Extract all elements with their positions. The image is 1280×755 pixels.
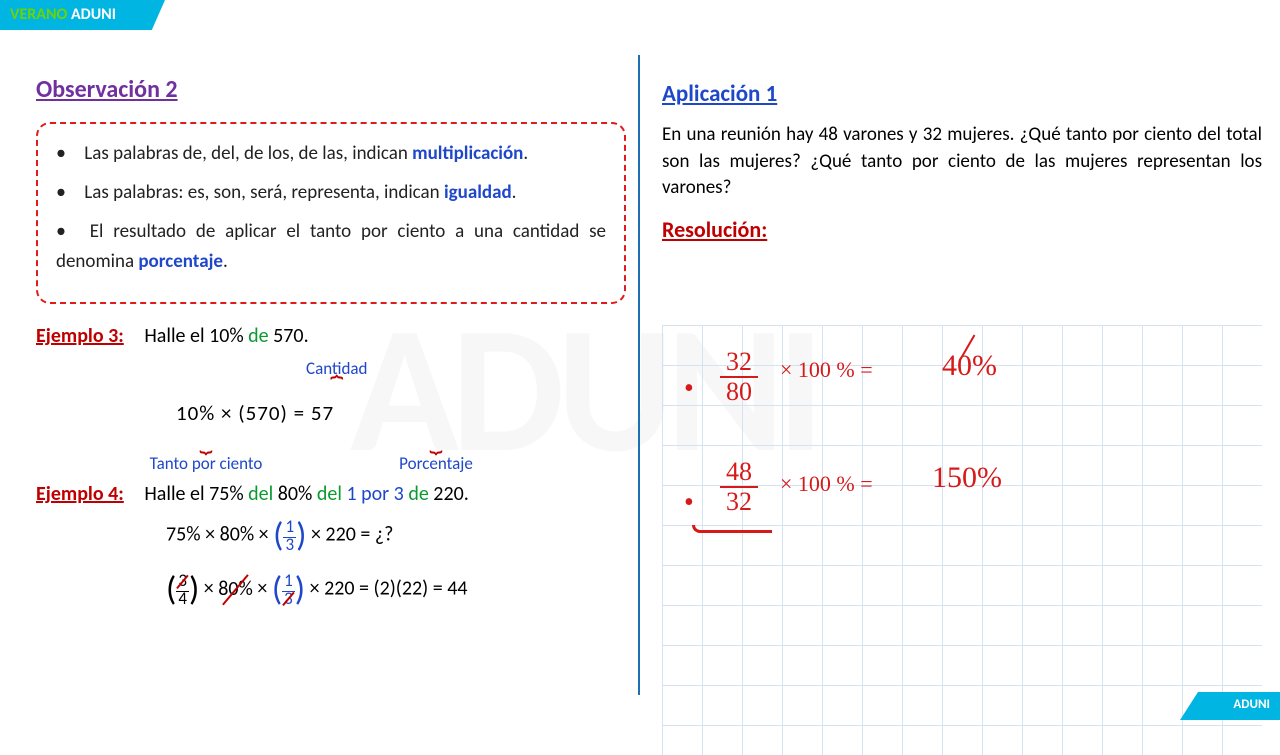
banner-top: VERANO ADUNI [0, 0, 165, 30]
ann-cantidad: Cantidad ⏞ [306, 358, 367, 400]
hw-underline [692, 525, 772, 533]
hw-ans1: 40% [942, 349, 997, 383]
resolucion-title: Resolución: [662, 216, 1262, 243]
hw-frac2: 4832 [720, 457, 758, 517]
bullet-3: El resultado de aplicar el tanto por cie… [56, 216, 606, 276]
ej4-line1: 75% × 80% × (13) × 220 = ¿? [166, 518, 626, 554]
problem-text: En una reunión hay 48 varones y 32 mujer… [662, 122, 1262, 202]
bullet-1: Las palabras de, del, de los, de las, in… [56, 138, 606, 169]
hw-bullet-2: • [684, 487, 694, 519]
left-column: Observación 2 Las palabras de, del, de l… [36, 75, 626, 608]
hw-ans2: 150% [932, 461, 1002, 495]
hw-x100-2: × 100 % = [780, 471, 873, 497]
banner-aduni: ADUNI [71, 5, 116, 24]
hw-x100-1: × 100 % = [780, 357, 873, 383]
ej3-prompt: Halle el 10% de 570. [144, 324, 308, 348]
vertical-divider [638, 55, 640, 695]
hw-bullet-1: • [684, 373, 694, 405]
observation-title: Observación 2 [36, 75, 626, 104]
observation-box: Las palabras de, del, de los, de las, in… [36, 122, 626, 304]
ej3-label: Ejemplo 3: [36, 324, 124, 348]
banner-bottom-text: ADUNI [1233, 697, 1270, 712]
ann-tanto-por-ciento: ⏟ Tanto por ciento [146, 432, 266, 474]
ej4-line2: (34) × 80% × (13) × 220 = (2)(22) = 44 [166, 572, 626, 608]
ejemplo-3: Ejemplo 3: Halle el 10% de 570. [36, 324, 626, 348]
ej3-equation-block: Cantidad ⏞ 10% × (570) = 57 ⏟ Tanto por … [176, 358, 626, 488]
bullet-2: Las palabras: es, son, será, representa,… [56, 177, 606, 208]
grid-workarea: • 3280 × 100 % = 40% • 4832 × 100 % = 15… [662, 325, 1262, 755]
ej4-label: Ejemplo 4: [36, 482, 124, 506]
ej3-equation: 10% × (570) = 57 [176, 400, 334, 426]
banner-verano: VERANO [10, 5, 67, 24]
hw-frac1: 3280 [720, 347, 758, 407]
right-column: Aplicación 1 En una reunión hay 48 varon… [662, 80, 1262, 243]
ann-porcentaje: ⏟ Porcentaje [376, 432, 496, 474]
aplicacion-title: Aplicación 1 [662, 80, 1262, 108]
